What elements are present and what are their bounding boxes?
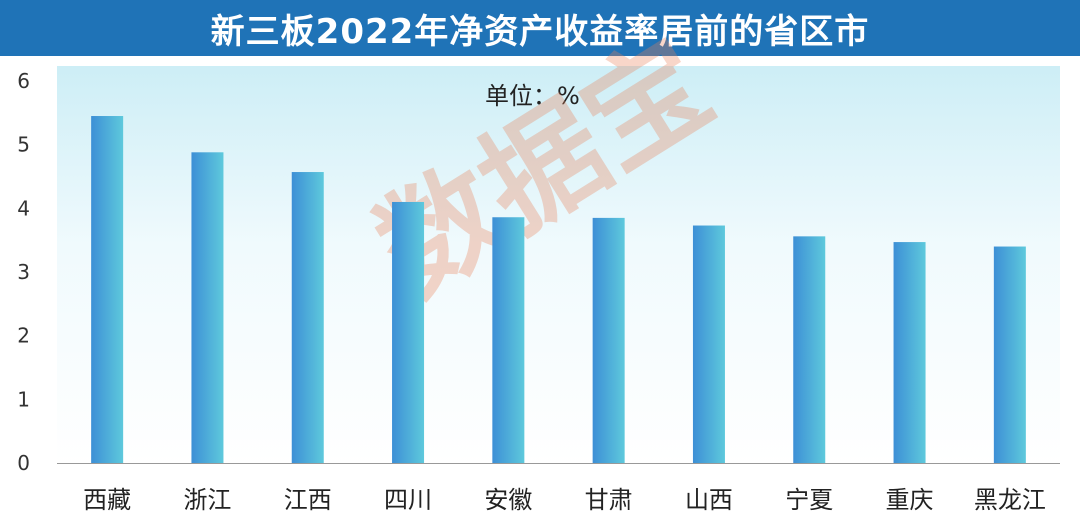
- x-category-label: 四川: [384, 486, 432, 514]
- plot-area: [57, 66, 1060, 464]
- x-category-label: 江西: [284, 486, 332, 514]
- y-tick-label: 2: [17, 324, 30, 348]
- x-category-label: 黑龙江: [974, 486, 1046, 514]
- x-category-label: 西藏: [83, 486, 131, 514]
- bars-group: [91, 116, 1026, 464]
- y-tick-label: 4: [17, 196, 30, 220]
- x-category-label: 宁夏: [785, 486, 833, 514]
- x-axis-labels: 西藏 浙江 江西 四川 安徽 甘肃 山西 宁夏 重庆 黑龙江: [83, 486, 1046, 514]
- bar: [592, 217, 625, 463]
- unit-label: 单位：%: [485, 82, 580, 110]
- y-tick-label: 1: [17, 387, 30, 411]
- chart-title: 新三板2022年净资产收益率居前的省区市: [0, 0, 1080, 56]
- y-axis-ticks: 0 1 2 3 4 5 6: [17, 69, 30, 475]
- bar: [893, 242, 926, 463]
- bar: [993, 246, 1026, 463]
- x-category-label: 安徽: [484, 486, 532, 514]
- bar: [191, 152, 224, 463]
- bar: [793, 236, 826, 463]
- bar: [492, 217, 525, 463]
- y-tick-label: 0: [17, 451, 30, 475]
- bar: [692, 225, 725, 463]
- bar: [91, 116, 124, 464]
- bar: [291, 172, 324, 463]
- y-tick-label: 6: [17, 69, 30, 93]
- x-category-label: 甘肃: [585, 486, 633, 514]
- y-tick-label: 3: [17, 260, 30, 284]
- x-category-label: 山西: [685, 486, 733, 514]
- x-category-label: 重庆: [886, 486, 934, 514]
- y-tick-label: 5: [17, 133, 30, 157]
- bar: [392, 201, 425, 463]
- x-category-label: 浙江: [183, 486, 231, 514]
